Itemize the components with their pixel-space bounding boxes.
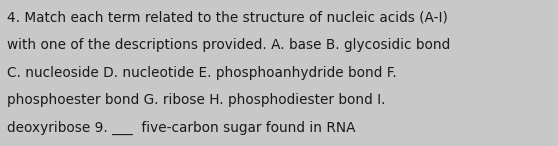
Text: 4. Match each term related to the structure of nucleic acids (A-I): 4. Match each term related to the struct…: [7, 10, 448, 24]
Text: with one of the descriptions provided. A. base B. glycosidic bond: with one of the descriptions provided. A…: [7, 38, 450, 52]
Text: C. nucleoside D. nucleotide E. phosphoanhydride bond F.: C. nucleoside D. nucleotide E. phosphoan…: [7, 66, 396, 80]
Text: deoxyribose 9. ___  five-carbon sugar found in RNA: deoxyribose 9. ___ five-carbon sugar fou…: [7, 121, 355, 135]
Text: phosphoester bond G. ribose H. phosphodiester bond I.: phosphoester bond G. ribose H. phosphodi…: [7, 93, 385, 107]
